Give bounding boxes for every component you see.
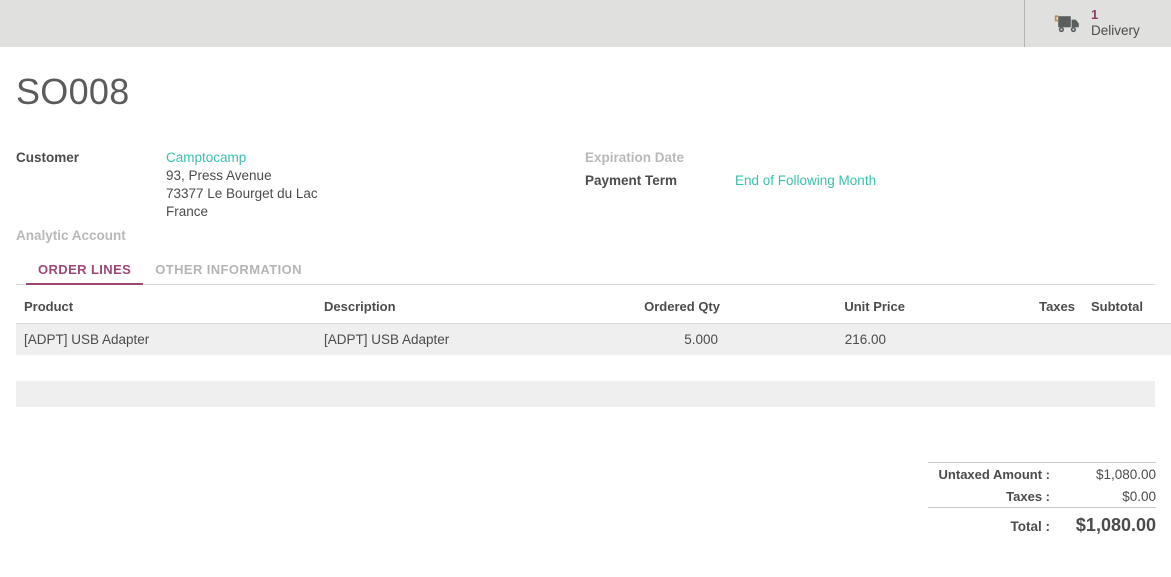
cell-ordered-qty[interactable]: 5.000 — [601, 323, 771, 355]
delivery-stat-text: 1 Delivery — [1091, 8, 1140, 38]
customer-value-group: Camptocamp 93, Press Avenue 73377 Le Bou… — [166, 149, 318, 221]
field-expiration-date: Expiration Date — [585, 149, 1145, 167]
order-lines-table: Product Description Ordered Qty Unit Pri… — [16, 299, 1171, 355]
column-header-subtotal[interactable]: Subtotal — [1083, 299, 1171, 324]
column-header-unit-price[interactable]: Unit Price — [771, 299, 943, 324]
column-header-ordered-qty[interactable]: Ordered Qty — [601, 299, 771, 324]
page-title: SO008 — [16, 71, 130, 112]
form-sheet: SO008 Customer Camptocamp 93, Press Aven… — [0, 47, 1171, 577]
customer-link[interactable]: Camptocamp — [166, 150, 247, 165]
untaxed-amount-value: $1,080.00 — [1095, 467, 1156, 482]
delivery-stat-button[interactable]: 1 Delivery — [1024, 0, 1171, 47]
delivery-label: Delivery — [1091, 22, 1140, 38]
column-header-taxes[interactable]: Taxes — [943, 299, 1083, 324]
order-lines-body: [ADPT] USB Adapter [ADPT] USB Adapter 5.… — [16, 323, 1171, 355]
tab-other-information[interactable]: OTHER INFORMATION — [155, 262, 302, 277]
notebook-tabs: ORDER LINES OTHER INFORMATION — [16, 259, 1155, 285]
customer-address-line-3: France — [166, 204, 209, 219]
delivery-count: 1 — [1091, 7, 1099, 23]
untaxed-amount-label: Untaxed Amount : — [938, 467, 1050, 482]
order-totals: Untaxed Amount : $1,080.00 Taxes : $0.00… — [928, 462, 1156, 539]
order-lines-header: Product Description Ordered Qty Unit Pri… — [16, 299, 1171, 324]
total-row-untaxed: Untaxed Amount : $1,080.00 — [928, 462, 1156, 485]
cell-taxes[interactable] — [943, 323, 1083, 355]
total-row-grand: Total : $1,080.00 — [928, 507, 1156, 539]
cell-description[interactable]: [ADPT] USB Adapter — [316, 323, 601, 355]
customer-label: Customer — [16, 150, 80, 165]
field-payment-term: Payment Term End of Following Month — [585, 172, 1145, 190]
truck-icon — [1053, 13, 1081, 35]
table-row[interactable]: [ADPT] USB Adapter [ADPT] USB Adapter 5.… — [16, 323, 1171, 355]
tab-order-lines[interactable]: ORDER LINES — [26, 263, 144, 285]
total-label: Total : — [1010, 519, 1051, 534]
total-row-taxes: Taxes : $0.00 — [928, 485, 1156, 507]
column-header-product[interactable]: Product — [16, 299, 316, 324]
customer-address-line-2: 73377 Le Bourget du Lac — [166, 186, 318, 201]
add-line-band[interactable] — [16, 381, 1155, 407]
field-customer: Customer Camptocamp 93, Press Avenue 733… — [16, 149, 576, 221]
status-button-bar: 1 Delivery — [0, 0, 1171, 47]
taxes-label: Taxes : — [1006, 489, 1050, 504]
cell-unit-price[interactable]: 216.00 — [771, 323, 943, 355]
cell-subtotal[interactable]: 1,080.00 — [1083, 323, 1171, 355]
notebook: ORDER LINES OTHER INFORMATION Product De… — [16, 259, 1171, 407]
column-header-description[interactable]: Description — [316, 299, 601, 324]
form-column-right: Expiration Date Payment Term End of Foll… — [585, 149, 1145, 195]
taxes-value: $0.00 — [1122, 489, 1156, 504]
expiration-date-label: Expiration Date — [585, 150, 685, 165]
form-fields: Customer Camptocamp 93, Press Avenue 733… — [16, 149, 1155, 253]
payment-term-label: Payment Term — [585, 173, 678, 188]
cell-product[interactable]: [ADPT] USB Adapter — [16, 323, 316, 355]
table-header-row: Product Description Ordered Qty Unit Pri… — [16, 299, 1171, 324]
payment-term-value[interactable]: End of Following Month — [735, 173, 877, 188]
total-value: $1,080.00 — [1075, 515, 1156, 535]
field-analytic-account: Analytic Account — [16, 227, 576, 245]
form-column-left: Customer Camptocamp 93, Press Avenue 733… — [16, 149, 576, 250]
customer-address-line-1: 93, Press Avenue — [166, 168, 272, 183]
analytic-account-label: Analytic Account — [16, 228, 126, 243]
